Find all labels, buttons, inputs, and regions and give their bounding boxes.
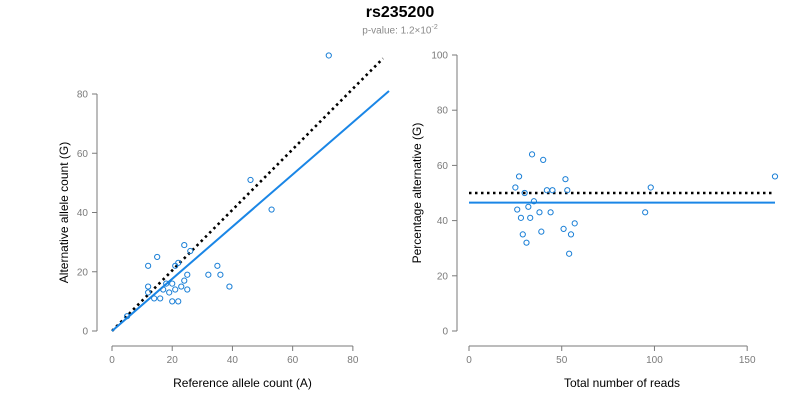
x-tick-label: 0 [109, 355, 115, 366]
x-tick-label: 60 [287, 355, 299, 366]
data-point [549, 187, 556, 194]
y-tick-label: 0 [442, 327, 448, 338]
pvalue-text: p-value: 1.2×10 [362, 25, 432, 37]
data-point [181, 241, 188, 249]
x-tick-label: 50 [556, 355, 568, 366]
x-tick-label: 150 [739, 355, 756, 366]
data-point [268, 206, 275, 213]
data-point [166, 289, 173, 296]
data-point [172, 286, 179, 293]
x-tick-label: 20 [167, 355, 179, 366]
y-tick-label: 80 [77, 90, 89, 101]
data-point [512, 184, 519, 191]
data-point [560, 225, 567, 232]
data-point [123, 313, 131, 320]
data-point [517, 214, 525, 221]
data-point [771, 173, 779, 180]
data-point [214, 262, 221, 269]
data-point [523, 239, 530, 246]
data-point [181, 277, 188, 284]
y-tick-label: 100 [431, 51, 448, 62]
data-point [647, 184, 654, 191]
x-tick-label: 0 [466, 355, 472, 366]
data-point [205, 271, 212, 278]
data-point [514, 206, 521, 213]
fit-line [111, 90, 390, 332]
data-point [157, 295, 164, 302]
data-point [515, 173, 523, 180]
y-tick-label: 60 [437, 161, 449, 172]
data-point [536, 209, 543, 216]
data-point [160, 286, 167, 293]
y-tick-label: 40 [437, 216, 449, 227]
data-point [530, 198, 538, 205]
data-point [145, 262, 152, 269]
data-point [163, 280, 170, 287]
data-point [528, 151, 536, 158]
data-point [175, 298, 182, 305]
data-point [169, 298, 176, 305]
data-point [564, 187, 571, 194]
data-point [154, 253, 161, 261]
data-point [571, 220, 578, 227]
pvalue-subtitle: p-value: 1.2×10-2 [0, 24, 800, 36]
data-point [543, 187, 550, 194]
data-point [538, 228, 545, 235]
data-point [562, 176, 569, 183]
data-point [527, 214, 534, 221]
y-tick-label: 40 [77, 208, 89, 219]
x-tick-label: 80 [347, 355, 359, 366]
allele-count-scatter-panel: 0 20 40 60 80 0 20 40 60 80 Reference allele count… [57, 52, 390, 390]
data-point [519, 231, 526, 238]
data-point [325, 52, 332, 59]
reference-line [111, 57, 384, 332]
data-point [521, 189, 528, 197]
data-point [178, 283, 185, 290]
y-axis-title: Alternative allele count (G) [57, 142, 71, 283]
data-point [567, 231, 575, 238]
pvalue-exponent: -2 [431, 24, 438, 31]
y-tick-label: 60 [77, 149, 89, 160]
y-tick-label: 20 [437, 271, 449, 282]
data-point [642, 209, 649, 216]
x-axis-title: Reference allele count (A) [173, 376, 312, 390]
data-point [151, 295, 158, 302]
data-point [247, 176, 254, 184]
data-point [187, 247, 194, 255]
data-point [145, 289, 152, 296]
x-axis-title: Total number of reads [564, 376, 680, 390]
data-point [540, 156, 547, 163]
y-tick-label: 20 [77, 267, 89, 278]
data-point [547, 209, 554, 216]
x-tick-label: 100 [646, 355, 663, 366]
y-tick-label: 0 [82, 327, 88, 338]
data-point [217, 271, 224, 278]
y-tick-label: 80 [437, 106, 449, 117]
data-point [566, 250, 573, 257]
x-tick-label: 40 [227, 355, 239, 366]
y-axis-title: Percentage alternative (G) [410, 123, 424, 264]
data-point [175, 259, 182, 266]
chart-title: rs235200 [365, 4, 435, 21]
percentage-scatter-panel: 0 50 100 150 0 20 40 60 80 100 Total number of rea… [410, 51, 779, 390]
data-point [226, 283, 233, 290]
data-point [525, 203, 532, 210]
data-point [169, 280, 176, 287]
data-point [145, 283, 152, 290]
data-point [184, 271, 191, 278]
data-point [184, 286, 191, 293]
